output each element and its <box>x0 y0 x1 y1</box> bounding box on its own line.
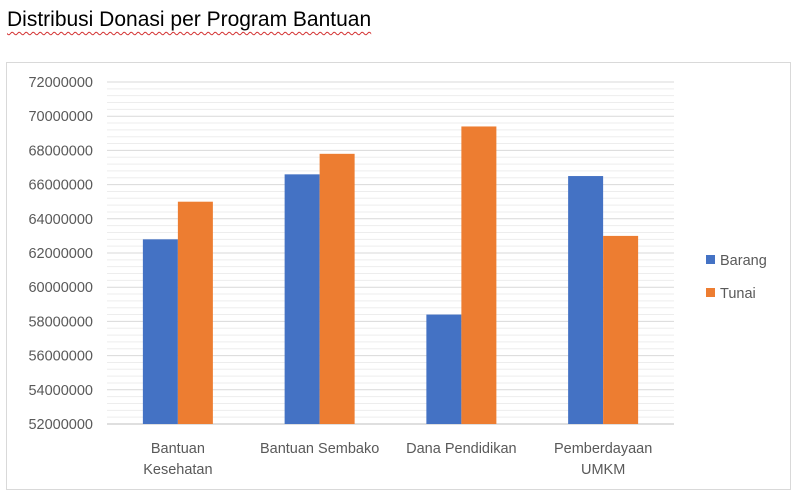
y-tick-label: 62000000 <box>28 246 93 262</box>
y-tick-label: 66000000 <box>28 178 93 194</box>
x-axis-ticks: Bantuan Kesehatan Bantuan Sembako Dana Pend… <box>143 441 652 478</box>
y-tick-label: 70000000 <box>28 109 93 125</box>
x-tick-label: Pemberdayaan UMKM <box>554 441 652 478</box>
y-tick-label: 72000000 <box>28 75 93 91</box>
x-tick-label: Bantuan Kesehatan <box>143 441 212 478</box>
y-tick-label: 56000000 <box>28 349 93 365</box>
bar-barang[interactable] <box>142 239 178 424</box>
y-tick-label: 68000000 <box>28 143 93 159</box>
document-title: Distribusi Donasi per Program Bantuan <box>7 8 372 31</box>
bar-tunai[interactable] <box>319 153 355 424</box>
legend-swatch-barang <box>706 255 715 264</box>
bar-barang[interactable] <box>426 314 462 424</box>
x-tick-label: Bantuan Sembako <box>260 441 379 457</box>
legend-label-tunai: Tunai <box>720 286 756 302</box>
bars <box>142 126 639 425</box>
bar-tunai[interactable] <box>177 201 213 424</box>
y-tick-label: 60000000 <box>28 280 93 296</box>
bar-barang[interactable] <box>568 176 604 424</box>
bar-tunai[interactable] <box>461 126 497 425</box>
y-axis-ticks: 52000000 54000000 56000000 58000000 60000000… <box>28 75 93 433</box>
bar-tunai[interactable] <box>603 235 639 424</box>
y-tick-label: 54000000 <box>28 383 93 399</box>
x-tick-label: Dana Pendidikan <box>406 441 516 457</box>
legend: Barang Tunai <box>706 253 767 302</box>
y-tick-label: 58000000 <box>28 314 93 330</box>
y-tick-label: 64000000 <box>28 212 93 228</box>
y-tick-label: 52000000 <box>28 417 93 433</box>
legend-label-barang: Barang <box>720 253 767 269</box>
legend-swatch-tunai <box>706 288 715 297</box>
bar-barang[interactable] <box>284 174 320 424</box>
chart-frame[interactable] <box>6 62 791 490</box>
